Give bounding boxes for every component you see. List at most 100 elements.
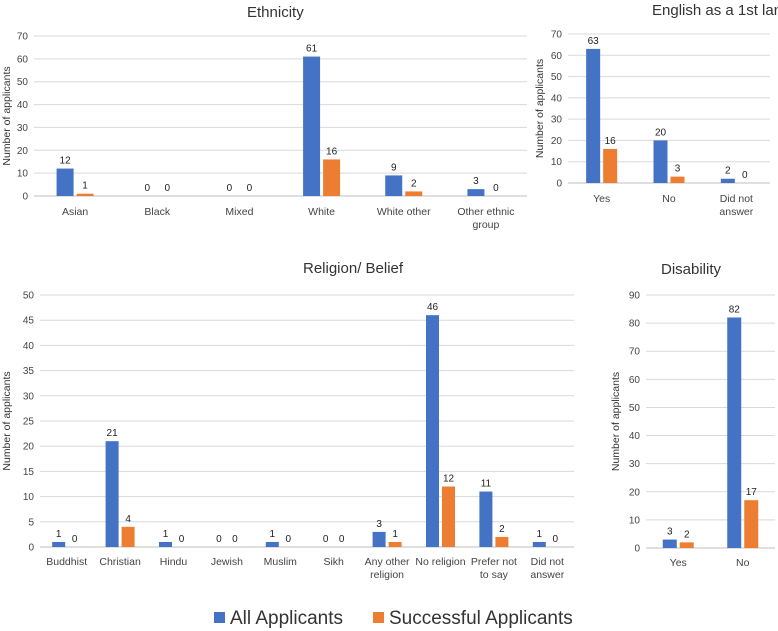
- category-label-line: Did not: [720, 193, 753, 205]
- y-tick-label: 0: [556, 179, 562, 190]
- category-label: No: [736, 557, 750, 569]
- category-label: White: [308, 206, 335, 218]
- y-tick-label: 45: [23, 316, 35, 327]
- data-label: 3: [667, 527, 673, 538]
- bar-all: [479, 491, 493, 547]
- y-tick-label: 30: [17, 123, 29, 134]
- category-label: Buddhist: [46, 556, 87, 568]
- y-tick-label: 70: [629, 347, 641, 358]
- y-tick-label: 0: [634, 544, 640, 555]
- data-label: 0: [247, 183, 253, 194]
- data-label: 17: [746, 487, 758, 498]
- data-label: 0: [227, 183, 233, 194]
- y-tick-label: 20: [551, 136, 563, 147]
- data-label: 0: [323, 534, 329, 545]
- data-label: 12: [443, 474, 455, 485]
- data-label: 3: [376, 519, 382, 530]
- bar-all: [727, 317, 742, 548]
- category-label: No: [662, 193, 676, 205]
- data-label: 0: [216, 534, 222, 545]
- y-tick-label: 20: [17, 146, 29, 157]
- y-tick-label: 80: [629, 319, 641, 330]
- legend-label-all: All Applicants: [230, 608, 343, 629]
- category-label-line: Any other: [365, 556, 410, 568]
- y-tick-label: 20: [23, 442, 35, 453]
- category-label: Black: [144, 206, 170, 218]
- category-label-line: Prefer not: [471, 556, 517, 568]
- category-label-line: Black: [144, 206, 170, 218]
- data-label: 1: [392, 529, 398, 540]
- bar-all: [653, 140, 668, 183]
- category-label-line: religion: [370, 569, 404, 581]
- data-label: 1: [56, 529, 62, 540]
- category-label: Any other religion: [365, 556, 410, 581]
- data-label: 2: [725, 166, 731, 177]
- y-axis-label: Number of applicants: [534, 59, 546, 158]
- category-label-line: White: [308, 206, 335, 218]
- bar-all: [105, 441, 119, 547]
- bar-successful: [442, 486, 455, 547]
- y-tick-label: 50: [23, 291, 35, 302]
- y-tick-label: 30: [629, 459, 641, 470]
- category-label-line: Hindu: [160, 556, 188, 568]
- data-label: 0: [286, 534, 292, 545]
- chart-disability: Disability 0 10 20 30 40 50 60 70 80 90 Number of a…: [610, 261, 775, 569]
- bar-successful: [388, 541, 402, 547]
- legend-label-successful: Successful Applicants: [389, 608, 573, 629]
- bar-successful: [744, 500, 759, 548]
- y-axis-label: Number of applicants: [610, 372, 622, 471]
- category-label-line: to say: [480, 569, 509, 581]
- bar-all: [426, 315, 439, 547]
- category-label-line: Christian: [99, 556, 141, 568]
- data-label: 2: [684, 529, 690, 540]
- data-label: 61: [306, 44, 318, 55]
- data-label: 82: [729, 304, 741, 315]
- bar-successful: [323, 159, 341, 196]
- y-tick-label: 25: [23, 417, 35, 428]
- y-tick-label: 40: [629, 431, 641, 442]
- category-label: Other ethnic group: [457, 206, 514, 231]
- bar-all: [586, 48, 601, 184]
- category-label: Did not answer: [530, 556, 564, 581]
- bar-successful: [679, 542, 694, 548]
- category-label-line: Asian: [62, 206, 88, 218]
- category-label-line: answer: [530, 569, 564, 581]
- y-tick-label: 40: [551, 93, 563, 104]
- bar-successful: [495, 536, 509, 547]
- bar-successful: [603, 148, 618, 183]
- category-label-line: Buddhist: [46, 556, 87, 568]
- category-label-line: No: [736, 557, 750, 569]
- chart-religion: Religion/ Belief05101520253035404550Numb…: [1, 260, 574, 581]
- chart-title: Disability: [661, 261, 722, 278]
- y-tick-label: 10: [629, 515, 641, 526]
- data-label: 11: [481, 479, 492, 490]
- chart-title: Religion/ Belief: [303, 260, 404, 277]
- bar-all: [265, 541, 279, 547]
- bar-all: [720, 178, 735, 183]
- y-tick-label: 30: [551, 115, 563, 126]
- category-label: Did not answer: [719, 193, 753, 218]
- data-label: 4: [125, 514, 131, 525]
- data-label: 1: [163, 529, 169, 540]
- legend: All Applicants Successful Applicants: [214, 608, 573, 629]
- bar-successful: [76, 193, 94, 196]
- y-tick-label: 10: [17, 169, 29, 180]
- y-tick-label: 60: [629, 375, 641, 386]
- category-label: Yes: [593, 193, 610, 205]
- category-label-line: White other: [377, 206, 431, 218]
- data-label: 2: [499, 524, 505, 535]
- data-label: 20: [655, 127, 667, 138]
- bar-successful: [670, 176, 685, 183]
- data-label: 0: [232, 534, 238, 545]
- category-label: No religion: [415, 556, 465, 568]
- category-label-line: No religion: [415, 556, 465, 568]
- y-axis-label: Number of applicants: [1, 371, 13, 470]
- legend-swatch-successful: [373, 612, 384, 623]
- y-tick-label: 40: [23, 341, 35, 352]
- bar-all: [385, 175, 403, 196]
- category-label-line: Yes: [593, 193, 610, 205]
- category-label-line: Other ethnic: [457, 206, 514, 218]
- data-label: 0: [553, 534, 559, 545]
- category-label: Asian: [62, 206, 88, 218]
